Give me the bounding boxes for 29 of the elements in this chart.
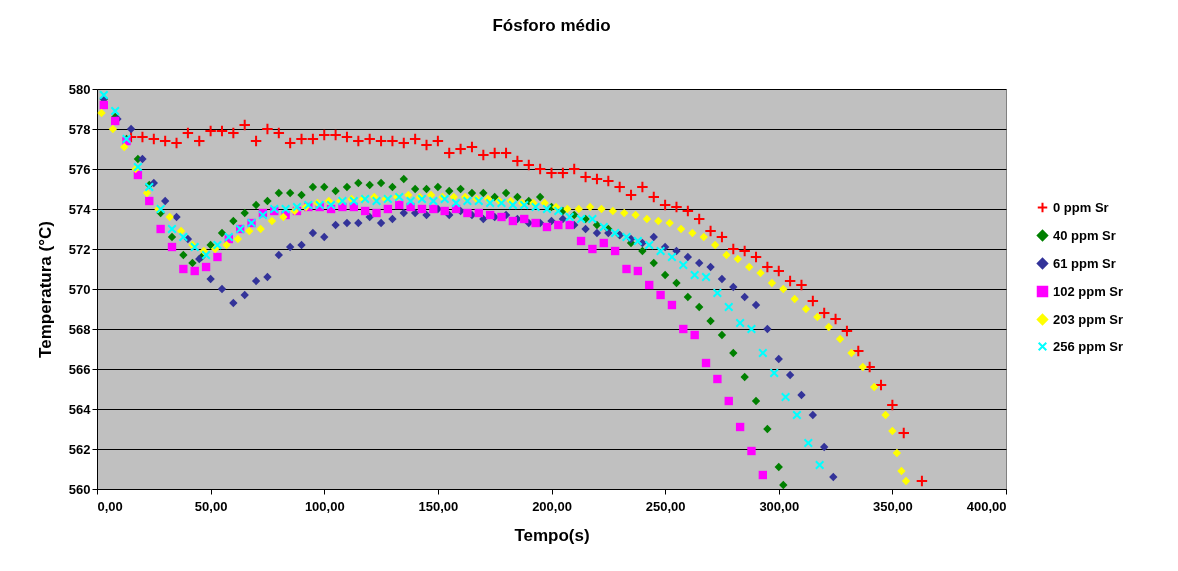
x-axis-title: Tempo(s) [514,525,590,545]
y-tick-label: 566 [68,361,91,377]
y-tick-label: 562 [68,441,91,457]
x-tick-label: 0,00 [97,498,123,514]
x-tick-label: 300,00 [759,498,800,514]
x-tick-label: 200,00 [532,498,572,514]
chart-title: Fósforo médio [492,16,611,35]
legend-label: 102 ppm Sr [1053,283,1124,299]
legend-label: 256 ppm Sr [1053,338,1124,354]
y-tick-label: 570 [68,281,91,297]
y-axis-title: Temperatura (°C) [35,221,55,358]
x-tick-label: 400,00 [966,498,1007,514]
legend-label: 203 ppm Sr [1053,311,1124,327]
y-tick-label: 564 [68,401,92,417]
legend-label: 40 ppm Sr [1053,227,1116,243]
legend-label: 61 ppm Sr [1053,255,1116,271]
x-tick-label: 250,00 [645,498,686,514]
legend-label: 0 ppm Sr [1053,199,1109,215]
x-tick-label: 50,00 [194,498,228,514]
y-tick-label: 568 [68,321,91,337]
y-tick-label: 578 [68,121,91,137]
x-tick-label: 100,00 [304,498,345,514]
y-tick-label: 574 [68,201,92,217]
y-tick-label: 572 [68,241,91,257]
y-tick-label: 576 [68,161,91,177]
y-tick-label: 560 [68,481,91,497]
y-tick-label: 580 [68,81,91,97]
x-tick-label: 350,00 [872,498,913,514]
x-tick-label: 150,00 [418,498,459,514]
